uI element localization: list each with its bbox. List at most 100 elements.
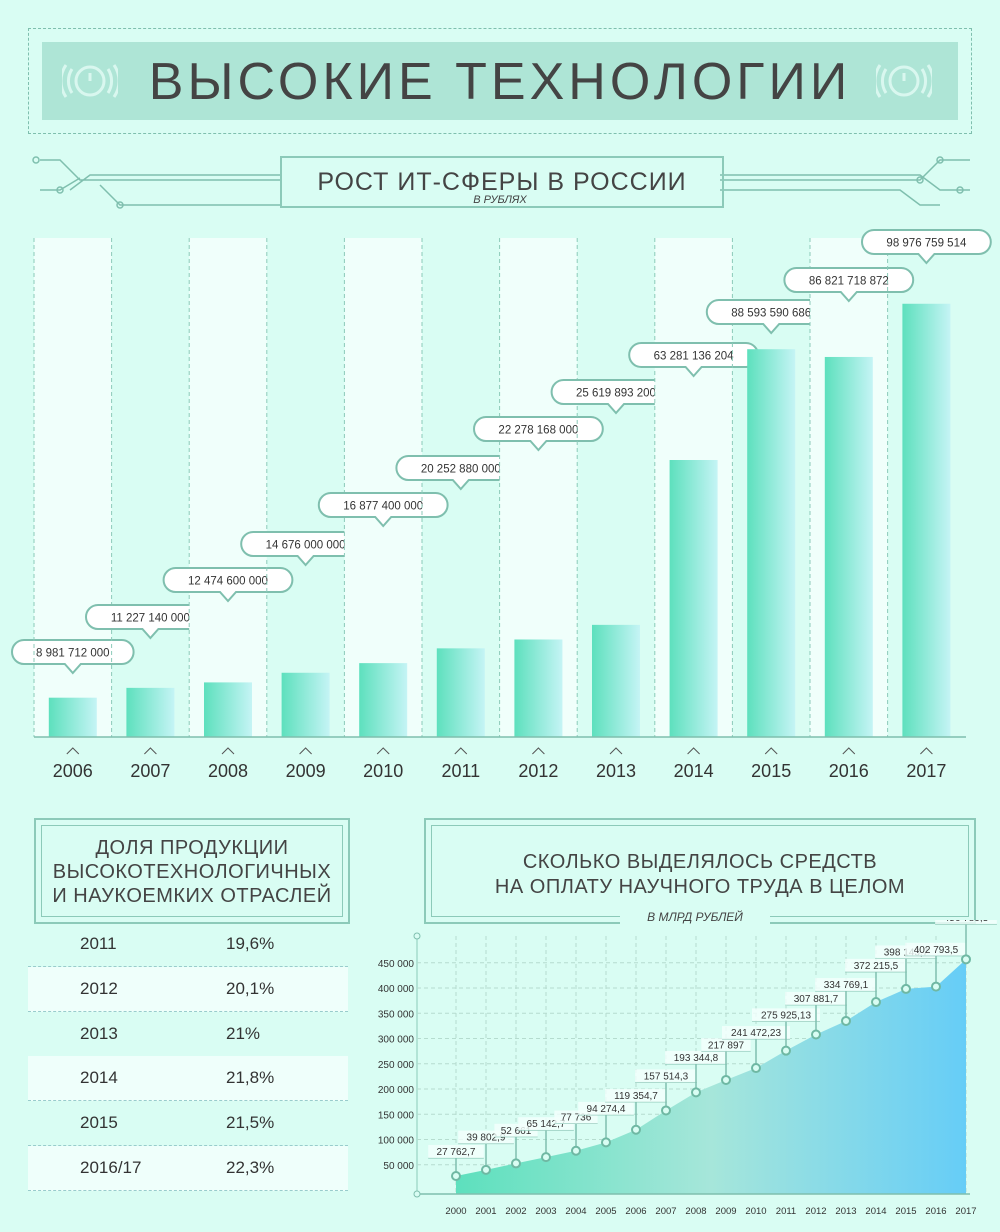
x-tick-label: 2010 <box>745 1206 766 1217</box>
bar <box>359 663 408 737</box>
year-label: 2013 <box>596 761 636 781</box>
bar <box>592 624 640 737</box>
y-tick-label: 200 000 <box>378 1085 415 1096</box>
y-tick-label: 50 000 <box>383 1161 414 1172</box>
y-tick-label: 150 000 <box>378 1110 415 1121</box>
axis-end-dot <box>413 932 421 940</box>
caret-icon <box>454 747 468 755</box>
label-background <box>635 1069 697 1083</box>
value-callout <box>317 492 449 528</box>
bar <box>514 639 563 737</box>
area-title-line: СКОЛЬКО ВЫДЕЛЯЛОСЬ СРЕДСТВ <box>522 851 878 873</box>
year-cell: 2014 <box>80 1068 118 1088</box>
value-label: 25 619 893 200 <box>576 388 656 400</box>
value-callout <box>783 267 915 303</box>
caret-icon <box>920 747 933 755</box>
year-label: 2017 <box>906 761 946 781</box>
caret-icon <box>687 747 700 755</box>
x-tick-label: 2015 <box>895 1206 916 1217</box>
year-label: 2014 <box>674 761 714 781</box>
year-label: 2016 <box>829 761 869 781</box>
share-cell: 20,1% <box>226 978 275 998</box>
data-label: 157 514,3 <box>644 1071 689 1082</box>
x-tick-label: 2004 <box>565 1206 586 1217</box>
bar-chart-subtitle: В РУБЛЯХ <box>450 194 550 206</box>
year-cell: 2012 <box>80 978 118 998</box>
share-cell: 21% <box>226 1023 261 1043</box>
data-label: 217 897 <box>708 1040 745 1051</box>
power-icon <box>876 64 932 98</box>
value-label: 11 227 140 000 <box>111 613 190 625</box>
header-band <box>42 42 958 120</box>
label-background <box>935 920 997 925</box>
label-background <box>701 1038 751 1052</box>
area-fill <box>456 959 966 1194</box>
value-callout <box>628 342 759 378</box>
caret-icon <box>842 747 856 755</box>
value-callout <box>473 416 604 452</box>
year-label: 2006 <box>53 761 93 781</box>
header-frame <box>28 28 972 134</box>
x-tick-label: 2006 <box>625 1206 646 1217</box>
data-label: 372 215,5 <box>854 961 899 972</box>
bar <box>824 356 873 737</box>
data-point <box>691 1087 701 1098</box>
table-title-line: И НАУКОЕМКИХ ОТРАСЛЕЙ <box>52 885 332 907</box>
y-tick-label: 300 000 <box>378 1035 415 1046</box>
value-label: 8 981 712 000 <box>36 648 110 660</box>
data-point <box>481 1164 491 1175</box>
bar <box>281 672 330 737</box>
label-background <box>752 1008 820 1022</box>
data-point <box>811 1029 821 1040</box>
caret-icon <box>376 747 390 755</box>
value-label: 86 821 718 872 <box>809 276 889 288</box>
x-tick-label: 2007 <box>655 1206 676 1217</box>
label-background <box>815 978 877 992</box>
value-label: 12 474 600 000 <box>188 576 268 588</box>
column-background <box>189 238 267 737</box>
share-cell: 19,6% <box>226 934 275 953</box>
y-tick-label: 400 000 <box>378 984 415 995</box>
label-background <box>845 958 907 972</box>
label-background <box>665 1050 727 1064</box>
data-point <box>841 1015 851 1026</box>
x-tick-label: 2000 <box>445 1206 466 1217</box>
table-row: 2012 20,1% <box>28 966 348 1012</box>
data-label: 119 354,7 <box>614 1091 658 1102</box>
data-label: 402 793,5 <box>914 945 959 956</box>
x-tick-label: 2011 <box>776 1206 796 1217</box>
bar-chart: 8 981 712 000 2006 11 227 140 000 2007 12 47… <box>11 229 992 781</box>
x-tick-label: 2005 <box>595 1206 616 1217</box>
bar-chart-title: РОСТ ИТ-СФЕРЫ В РОССИИ <box>280 156 724 208</box>
year-label: 2007 <box>130 761 170 781</box>
year-cell: 2015 <box>80 1113 118 1133</box>
bar <box>902 303 951 737</box>
y-tick-label: 350 000 <box>378 1009 415 1020</box>
value-label: 63 281 136 204 <box>654 351 735 363</box>
page-title: ВЫСОКИЕ ТЕХНОЛОГИИ <box>148 53 852 111</box>
label-background <box>578 1101 634 1115</box>
x-tick-label: 2003 <box>535 1206 556 1217</box>
area-title-box: СКОЛЬКО ВЫДЕЛЯЛОСЬ СРЕДСТВ НА ОПЛАТУ НАУ… <box>424 818 976 924</box>
x-tick-label: 2008 <box>685 1206 706 1217</box>
data-point <box>511 1158 521 1169</box>
area-title-line: НА ОПЛАТУ НАУЧНОГО ТРУДА В ЦЕЛОМ <box>494 876 906 898</box>
caret-icon <box>609 747 623 755</box>
label-background <box>905 942 967 956</box>
data-label: 39 802,9 <box>467 1133 506 1144</box>
caret-icon <box>532 747 545 755</box>
x-tick-label: 2014 <box>865 1206 886 1217</box>
year-label: 2009 <box>286 761 326 781</box>
data-point <box>451 1170 461 1181</box>
value-callout <box>861 229 992 265</box>
table-row: 2016/17 22,3% <box>28 1146 348 1191</box>
x-tick-label: 2012 <box>805 1206 826 1217</box>
data-label: 52 661 <box>501 1126 532 1137</box>
table-title-box: ДОЛЯ ПРОДУКЦИИ ВЫСОКОТЕХНОЛОГИЧНЫХ И НАУ… <box>34 818 350 924</box>
data-point <box>931 981 941 992</box>
data-label: 334 769,1 <box>824 980 869 991</box>
table-row: 2011 19,6% <box>28 922 348 967</box>
label-background <box>722 1026 790 1040</box>
share-cell: 21,5% <box>226 1113 275 1133</box>
year-label: 2015 <box>751 761 791 781</box>
